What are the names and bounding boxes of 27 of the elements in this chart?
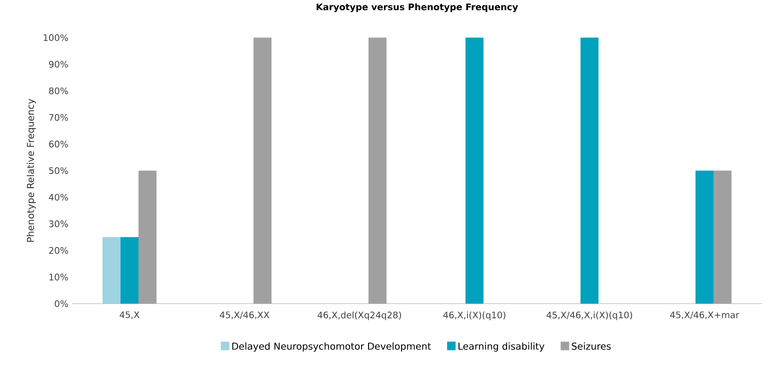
- x-tick-label: 45,X/46,XX: [220, 312, 270, 320]
- y-tick-label: 30%: [49, 220, 68, 228]
- y-tick-label: 70%: [49, 114, 68, 122]
- x-tick-label: 45,X: [120, 312, 140, 320]
- bar: [102, 237, 121, 304]
- y-tick-label: 0%: [54, 300, 68, 308]
- y-tick-label: 60%: [49, 140, 68, 148]
- bar: [695, 170, 714, 304]
- y-tick-label: 90%: [49, 61, 68, 68]
- y-axis-title: Phenotype Relative Frequency: [26, 99, 36, 242]
- x-tick-label: 46,X,del(Xq24q28): [318, 312, 402, 320]
- y-tick-label: 40%: [48, 194, 68, 201]
- legend-label: Delayed Neuropsychomotor Development: [232, 342, 431, 352]
- x-tick-label: 45,X/46,X,i(X)(q10): [546, 312, 632, 320]
- bar: [580, 38, 598, 304]
- y-tick-label: 20%: [49, 247, 68, 254]
- x-tick-label: 45,X/46,X+mar: [670, 312, 740, 320]
- chart-title: Karyotype versus Phenotype Frequency: [316, 4, 518, 12]
- legend-label: Seizures: [572, 342, 611, 350]
- y-tick-label: 80%: [49, 88, 68, 94]
- y-tick-label: 10%: [49, 274, 68, 281]
- bar: [466, 38, 484, 304]
- y-tick-label: 100%: [44, 34, 68, 42]
- y-tick-label: 50%: [49, 167, 68, 174]
- bar: [120, 237, 139, 304]
- x-tick-label: 46,X,i(X)(q10): [443, 312, 506, 320]
- legend-label: Learning disability: [458, 342, 544, 352]
